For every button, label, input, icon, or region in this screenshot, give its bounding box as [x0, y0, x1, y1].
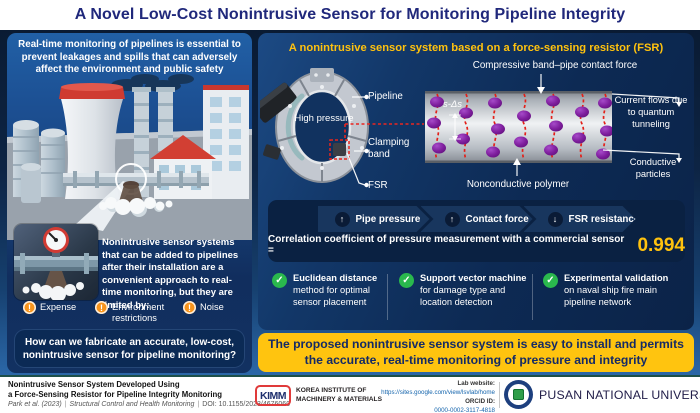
limitation-expense: ! Expense [23, 301, 76, 314]
chevron-pipe-pressure: ↑ Pipe pressure [317, 206, 430, 232]
check-icon: ✓ [272, 273, 287, 288]
feature-list: ✓ Euclidean distance method for optimal … [258, 270, 694, 328]
clamping-band-label: Clamping band [368, 137, 410, 160]
citation-doi: DOI: 10.1155/2023/4676060 [202, 401, 291, 409]
up-arrow-icon: ↑ [444, 211, 460, 227]
citation-line: Park et al. (2023) | Structural Control an… [8, 401, 291, 409]
pnu-logo-block: PUSAN NATIONAL UNIVERSITY [504, 380, 700, 409]
lab-links-block: Lab website: https://sites.google.com/vi… [381, 380, 495, 413]
limitations-row: ! Expense ! Environment restrictions ! N… [7, 299, 252, 335]
limitation-environment: ! Environment restrictions [95, 301, 173, 323]
process-box: ↑ Pipe pressure ↑ Contact force ↓ FSR re… [268, 200, 685, 262]
fsr-cross-section: s-Δs [425, 91, 612, 163]
pipeline-label: Pipeline [368, 91, 403, 102]
lab-website-link[interactable]: https://sites.google.com/view/lsvlab/hom… [381, 388, 495, 396]
conclusion-text: The proposed nonintrusive sensor system … [268, 336, 684, 367]
correlation-text: Correlation coefficient of pressure meas… [268, 234, 625, 256]
nonconductive-polymer-label: Nonconductive polymer [466, 179, 570, 190]
warning-icon: ! [23, 301, 36, 314]
conclusion-box: The proposed nonintrusive sensor system … [258, 333, 694, 372]
process-chevrons: ↑ Pipe pressure ↑ Contact force ↓ FSR re… [268, 200, 685, 232]
limitations-text: Nonintrusive sensor systems that can be … [102, 237, 239, 311]
quantum-tunneling-label: Current flows due to quantum tunneling [614, 95, 688, 129]
page-title: A Novel Low-Cost Nonintrusive Sensor for… [74, 6, 626, 23]
title-bar: A Novel Low-Cost Nonintrusive Sensor for… [0, 0, 700, 30]
limitation-noise: ! Noise [183, 301, 224, 314]
gauge-illustration [14, 224, 98, 300]
citation-block: Nonintrusive Sensor System Developed Usi… [8, 380, 290, 408]
citation-journal: Structural Control and Health Monitoring [69, 401, 195, 409]
feature-svm: ✓ Support vector machine for damage type… [399, 272, 532, 308]
leak-foam [99, 197, 173, 215]
feature-euclidean: ✓ Euclidean distance method for optimal … [272, 272, 397, 308]
pnu-seal-icon [504, 380, 533, 409]
orcid-label: ORCID ID: [465, 397, 495, 405]
check-icon: ✓ [543, 273, 558, 288]
divider [499, 382, 500, 408]
pnu-name: PUSAN NATIONAL UNIVERSITY [539, 387, 700, 402]
high-pressure-label: High pressure [294, 113, 354, 124]
correlation-value: 0.994 [637, 234, 685, 256]
particle-gap-label: s-Δs [443, 99, 462, 110]
kimm-logo-block: KIMM KOREA INSTITUTE OF MACHINERY & MATE… [255, 385, 382, 406]
intro-text: Real-time monitoring of pipelines is ess… [18, 39, 241, 76]
lab-website-label: Lab website: [457, 380, 495, 387]
conductive-particles-label: Conductive particles [629, 157, 677, 179]
citation-authors: Park et al. (2023) [8, 401, 62, 409]
footer: Nonintrusive Sensor System Developed Usi… [0, 377, 700, 413]
research-question-box: How can we fabricate an accurate, low-co… [15, 330, 244, 367]
industrial-facility-illustration [7, 74, 252, 240]
limitation-label: Noise [200, 302, 224, 312]
fsr-highlight-box [329, 139, 350, 160]
research-question: How can we fabricate an accurate, low-co… [22, 336, 237, 361]
down-arrow-icon: ↓ [547, 211, 563, 227]
paper-title: Nonintrusive Sensor System Developed Usi… [8, 380, 223, 399]
solution-panel: A nonintrusive sensor system based on a … [258, 33, 694, 330]
pressure-gauge-image [14, 224, 98, 300]
divider [387, 274, 388, 320]
sensor-housing [260, 82, 297, 123]
divider [532, 274, 533, 320]
chevron-fsr-resistance: ↓ FSR resistance [523, 206, 636, 232]
fsr-chip [333, 143, 346, 156]
problem-panel: Real-time monitoring of pipelines is ess… [7, 33, 252, 373]
feature-validation: ✓ Experimental validation on naval ship … [543, 272, 682, 308]
sensor-system-title: A nonintrusive sensor system based on a … [288, 42, 664, 54]
warning-icon: ! [183, 301, 196, 314]
smoke-plumes [111, 74, 194, 92]
kimm-name: KOREA INSTITUTE OF MACHINERY & MATERIALS [296, 387, 382, 403]
check-icon: ✓ [399, 273, 414, 288]
up-arrow-icon: ↑ [334, 211, 350, 227]
clamp-sensor-illustration [260, 68, 369, 183]
footer-divider [0, 375, 700, 377]
fsr-label: FSR [368, 180, 388, 191]
chevron-contact-force: ↑ Contact force [420, 206, 533, 232]
correlation-row: Correlation coefficient of pressure meas… [268, 234, 685, 256]
limitation-label: Environment restrictions [112, 302, 165, 323]
orcid-link[interactable]: 0000-0002-3117-4818 [434, 406, 495, 413]
warning-icon: ! [95, 301, 108, 314]
kimm-logo: KIMM [255, 385, 291, 406]
compressive-force-label: Compressive band–pipe contact force [472, 60, 638, 71]
limitation-label: Expense [40, 302, 77, 312]
